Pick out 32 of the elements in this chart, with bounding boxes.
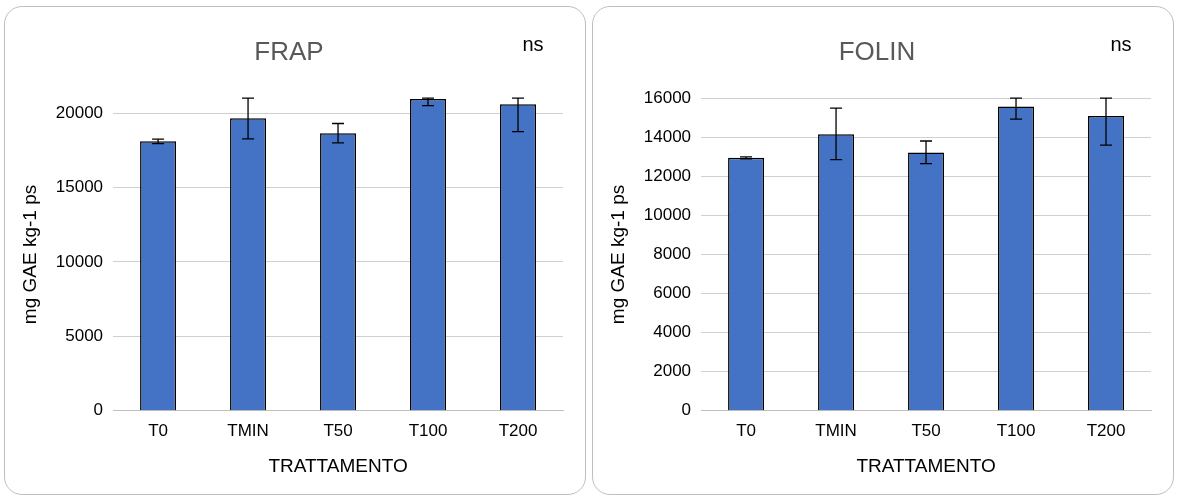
- y-tick-label: 0: [93, 400, 104, 420]
- x-axis-title: TRATTAMENTO: [268, 454, 408, 476]
- y-tick-label: 16000: [643, 87, 692, 107]
- y-axis-title: mg GAE kg-1 ps: [606, 184, 628, 325]
- x-tick-label: T200: [1086, 420, 1126, 440]
- x-axis-title: TRATTAMENTO: [856, 454, 996, 476]
- y-tick-label: 10000: [643, 205, 692, 225]
- y-tick-label: 15000: [55, 177, 104, 197]
- y-tick-label: 12000: [643, 166, 692, 186]
- x-tick-label: T100: [996, 420, 1036, 440]
- y-tick-label: 4000: [653, 322, 692, 342]
- x-tick-label: T0: [148, 420, 168, 440]
- x-tick-label: TMIN: [227, 420, 269, 440]
- y-tick-label: 14000: [643, 126, 692, 146]
- x-tick-label: TMIN: [815, 420, 857, 440]
- chart-title: FRAP: [254, 35, 324, 66]
- y-axis-title: mg GAE kg-1 ps: [18, 184, 40, 325]
- chart-title: FOLIN: [838, 35, 916, 66]
- y-tick-label: 5000: [65, 326, 104, 346]
- x-tick-label: T50: [323, 420, 353, 440]
- y-tick-label: 8000: [653, 244, 692, 264]
- y-tick-label: 10000: [55, 251, 104, 271]
- y-tick-label: 6000: [653, 283, 692, 303]
- text: ns: [522, 32, 544, 55]
- y-tick-label: 0: [681, 400, 692, 420]
- text: ns: [1110, 32, 1132, 55]
- y-tick-label: 2000: [653, 361, 692, 381]
- x-tick-label: T200: [498, 420, 538, 440]
- y-tick-label: 20000: [55, 102, 104, 122]
- x-tick-label: T0: [736, 420, 756, 440]
- x-tick-label: T50: [911, 420, 941, 440]
- x-tick-label: T100: [408, 420, 448, 440]
